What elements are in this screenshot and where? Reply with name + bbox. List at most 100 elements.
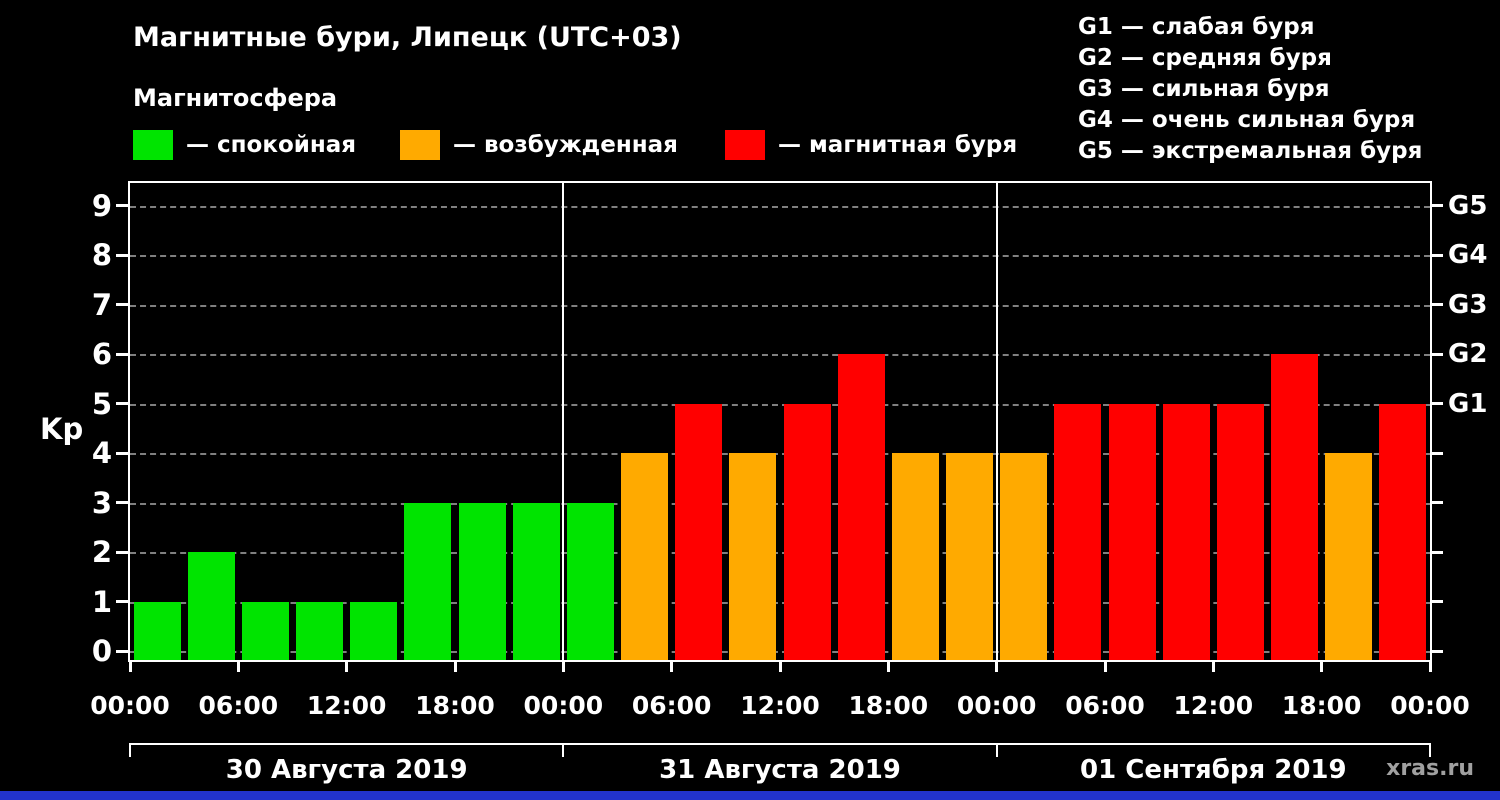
- x-axis-tick-label: 06:00: [631, 691, 712, 720]
- y-axis-tick: [116, 253, 128, 257]
- x-axis-tick: [1428, 660, 1432, 672]
- right-axis-label: G3: [1448, 289, 1488, 320]
- page-title: Магнитные бури, Липецк (UTC+03): [133, 22, 682, 53]
- x-axis-tick-label: 18:00: [415, 691, 495, 720]
- kp-bar: [241, 601, 289, 660]
- right-axis-tick: [1430, 550, 1443, 554]
- x-axis-tick-label: 12:00: [1173, 691, 1254, 720]
- y-axis-tick: [116, 550, 128, 554]
- kp-bar: [675, 403, 723, 660]
- kp-bar: [1054, 403, 1102, 660]
- right-axis-tick: [1430, 649, 1443, 653]
- y-axis-tick: [116, 451, 128, 455]
- date-label: 30 Августа 2019: [225, 755, 468, 785]
- date-axis-tick: [1429, 743, 1431, 757]
- right-axis-tick: [1430, 352, 1443, 356]
- legend-label-quiet: — спокойная: [186, 132, 357, 158]
- right-axis-label: G5: [1448, 190, 1488, 221]
- gridline: [130, 502, 1430, 505]
- y-axis-tick-label: 7: [91, 287, 112, 322]
- kp-bar: [1162, 403, 1210, 660]
- y-axis-tick-label: 3: [91, 485, 112, 520]
- quiet-color-swatch: [133, 130, 173, 160]
- gridline: [130, 651, 1430, 653]
- g-scale-item-g4: G4 — очень сильная буря: [1078, 107, 1416, 133]
- kp-bar: [621, 453, 669, 660]
- kp-bar: [946, 453, 994, 660]
- legend-item-active: — возбужденная: [400, 130, 678, 160]
- legend-label-active: — возбужденная: [453, 132, 678, 158]
- x-axis-tick: [236, 660, 240, 672]
- right-axis-tick: [1430, 253, 1443, 257]
- y-axis-tick: [116, 501, 128, 504]
- x-axis-tick: [670, 660, 674, 672]
- footer-divider-bar: [0, 791, 1500, 800]
- kp-bar: [837, 354, 885, 660]
- kp-bar: [1379, 403, 1427, 660]
- y-axis-tick: [116, 204, 128, 207]
- g-scale-item-g2: G2 — средняя буря: [1078, 45, 1332, 71]
- y-axis-tick-label: 2: [91, 535, 112, 569]
- day-separator-line: [562, 183, 565, 660]
- x-axis-tick: [345, 660, 349, 672]
- x-axis-tick-label: 06:00: [1065, 691, 1145, 720]
- x-axis-tick-label: 18:00: [1281, 691, 1362, 720]
- y-axis-tick-label: 4: [91, 436, 112, 470]
- g-scale-legend: G1 — слабая буря G2 — средняя буря G3 — …: [1078, 12, 1422, 167]
- gridline: [130, 354, 1430, 356]
- right-axis-label: G4: [1448, 240, 1488, 270]
- x-axis-tick: [1103, 660, 1107, 672]
- gridline: [130, 304, 1430, 307]
- active-color-swatch: [400, 130, 440, 160]
- gridline: [130, 453, 1430, 455]
- x-axis-tick: [995, 660, 999, 672]
- g-scale-item-g5: G5 — экстремальная буря: [1078, 138, 1423, 164]
- date-axis-tick: [562, 743, 565, 757]
- x-axis-tick: [1211, 660, 1215, 672]
- date-label: 01 Сентября 2019: [1080, 755, 1347, 785]
- x-axis-tick-label: 00:00: [523, 691, 604, 720]
- right-axis-tick: [1430, 402, 1443, 405]
- y-axis-tick-label: 9: [91, 188, 112, 223]
- kp-bar: [458, 502, 506, 660]
- kp-bar: [133, 601, 181, 660]
- x-axis-tick-label: 12:00: [306, 691, 387, 720]
- y-axis-tick: [116, 600, 128, 603]
- y-axis-tick: [116, 649, 128, 653]
- x-axis-tick-label: 12:00: [740, 691, 820, 720]
- right-axis-tick: [1430, 501, 1443, 504]
- kp-bar: [566, 502, 614, 660]
- right-axis-label: G2: [1448, 339, 1488, 369]
- kp-bar: [1000, 453, 1048, 660]
- y-axis-title: Kp: [40, 412, 84, 446]
- y-axis-tick: [116, 303, 128, 306]
- kp-bar: [1271, 354, 1319, 660]
- x-axis-tick: [128, 660, 132, 672]
- kp-bar: [783, 403, 831, 660]
- legend-label-storm: — магнитная буря: [778, 132, 1018, 158]
- kp-bar: [891, 453, 939, 660]
- x-axis-tick-label: 06:00: [198, 691, 279, 720]
- y-axis-tick-label: 8: [91, 238, 112, 272]
- right-axis-tick: [1430, 303, 1443, 306]
- gridline: [130, 552, 1430, 554]
- date-axis-tick: [995, 743, 998, 757]
- y-axis-tick: [116, 402, 128, 405]
- x-axis-tick: [453, 660, 457, 672]
- g-scale-item-g3: G3 — сильная буря: [1078, 76, 1330, 102]
- kp-bar: [1216, 403, 1264, 660]
- watermark: xras.ru: [1386, 756, 1474, 781]
- gridline: [130, 403, 1430, 406]
- kp-bar: [1108, 403, 1156, 660]
- x-axis-tick: [561, 660, 565, 672]
- kp-bar: [512, 502, 560, 660]
- date-axis-tick: [129, 743, 131, 757]
- x-axis-tick-label: 18:00: [848, 691, 929, 720]
- x-axis-tick: [778, 660, 782, 672]
- date-label: 31 Августа 2019: [659, 755, 901, 785]
- right-axis-tick: [1430, 600, 1443, 603]
- y-axis-tick-label: 0: [91, 634, 112, 668]
- right-axis-tick: [1430, 451, 1443, 455]
- y-axis-tick-label: 1: [91, 584, 112, 619]
